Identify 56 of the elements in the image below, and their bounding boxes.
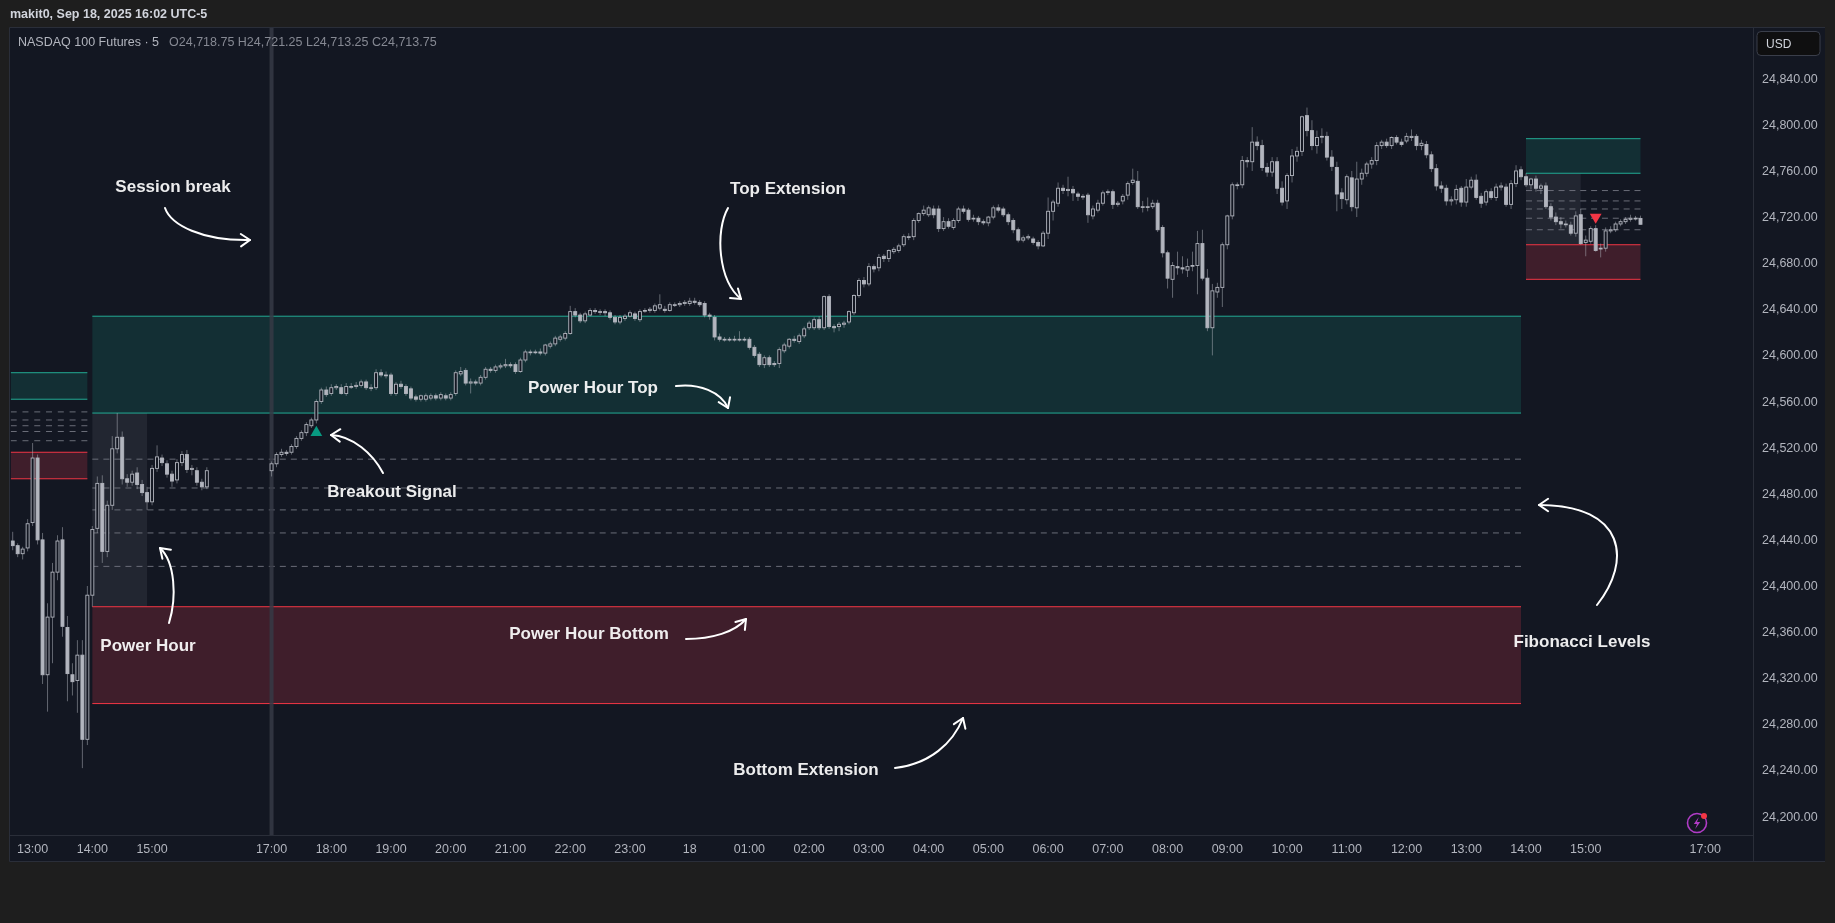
x-tick-label: 17:00 <box>255 841 288 856</box>
x-tick-label: 20:00 <box>435 841 467 856</box>
x-tick-label: 05:00 <box>972 841 1005 856</box>
y-tick-label: 24,400.00 <box>1762 578 1818 593</box>
chart-subtitle: makit0, Sep 18, 2025 16:02 UTC-5 <box>10 7 208 21</box>
y-tick-label: 24,360.00 <box>1762 625 1818 640</box>
y-tick-label: 24,240.00 <box>1762 763 1818 778</box>
y-tick-label: 24,640.00 <box>1762 302 1818 317</box>
x-tick-label: 10:00 <box>1271 841 1303 856</box>
y-tick-label: 24,280.00 <box>1762 717 1818 732</box>
annotation: O24,718.75 H24,721.25 L24,713.25 C24,713.75 <box>169 35 437 49</box>
x-tick-label: 15:00 <box>1570 841 1602 856</box>
annotation: Breakout Signal <box>327 481 457 501</box>
y-tick-label: 24,600.00 <box>1762 348 1818 363</box>
x-tick-label: 01:00 <box>733 841 766 856</box>
x-tick-label: 18 <box>682 841 697 856</box>
y-tick-label: 24,440.00 <box>1762 532 1818 547</box>
x-tick-label: 14:00 <box>76 841 109 856</box>
x-tick-label: 19:00 <box>375 841 407 856</box>
x-tick-label: 11:00 <box>1331 841 1363 856</box>
x-tick-label: 22:00 <box>554 841 586 856</box>
x-tick-label: 12:00 <box>1390 841 1423 856</box>
x-tick-label: 08:00 <box>1151 841 1184 856</box>
annotation: Bottom Extension <box>733 759 879 779</box>
x-tick-label: 21:00 <box>494 841 527 856</box>
annotation: Power Hour <box>100 635 197 655</box>
text: NASDAQ 100 Futures · 5 <box>18 35 160 49</box>
x-tick-label: 17:00 <box>1689 841 1721 856</box>
y-tick-label: 24,480.00 <box>1762 486 1818 501</box>
y-tick-label: 24,560.00 <box>1762 394 1818 409</box>
x-tick-label: 13:00 <box>16 841 49 856</box>
y-tick-label: 24,760.00 <box>1762 163 1818 178</box>
x-tick-label: 14:00 <box>1510 841 1542 856</box>
x-tick-label: 13:00 <box>1450 841 1482 856</box>
x-tick-label: 07:00 <box>1092 841 1124 856</box>
annotation: Fibonacci Levels <box>1513 631 1651 651</box>
x-tick-label: 15:00 <box>136 841 168 856</box>
y-tick-label: 24,320.00 <box>1762 671 1818 686</box>
x-tick-label: 06:00 <box>1032 841 1064 856</box>
y-tick-label: 24,840.00 <box>1762 71 1818 86</box>
y-tick-label: 24,720.00 <box>1762 210 1818 225</box>
y-tick-label: 24,200.00 <box>1762 809 1818 824</box>
x-tick-label: 04:00 <box>913 841 945 856</box>
x-tick-label: 03:00 <box>853 841 885 856</box>
y-tick-label: 24,800.00 <box>1762 117 1818 132</box>
x-tick-label: 09:00 <box>1211 841 1244 856</box>
x-tick-label: 23:00 <box>614 841 646 856</box>
x-tick-label: 18:00 <box>315 841 347 856</box>
y-tick-label: 24,520.00 <box>1762 440 1818 455</box>
y-axis-title: USD <box>1766 37 1792 51</box>
annotation: Top Extension <box>730 178 846 198</box>
annotation: Power Hour Top <box>527 377 659 397</box>
annotation: Power Hour Bottom <box>509 623 669 643</box>
y-tick-label: 24,680.00 <box>1762 256 1818 271</box>
annotation: Session break <box>115 176 232 196</box>
x-tick-label: 02:00 <box>793 841 825 856</box>
